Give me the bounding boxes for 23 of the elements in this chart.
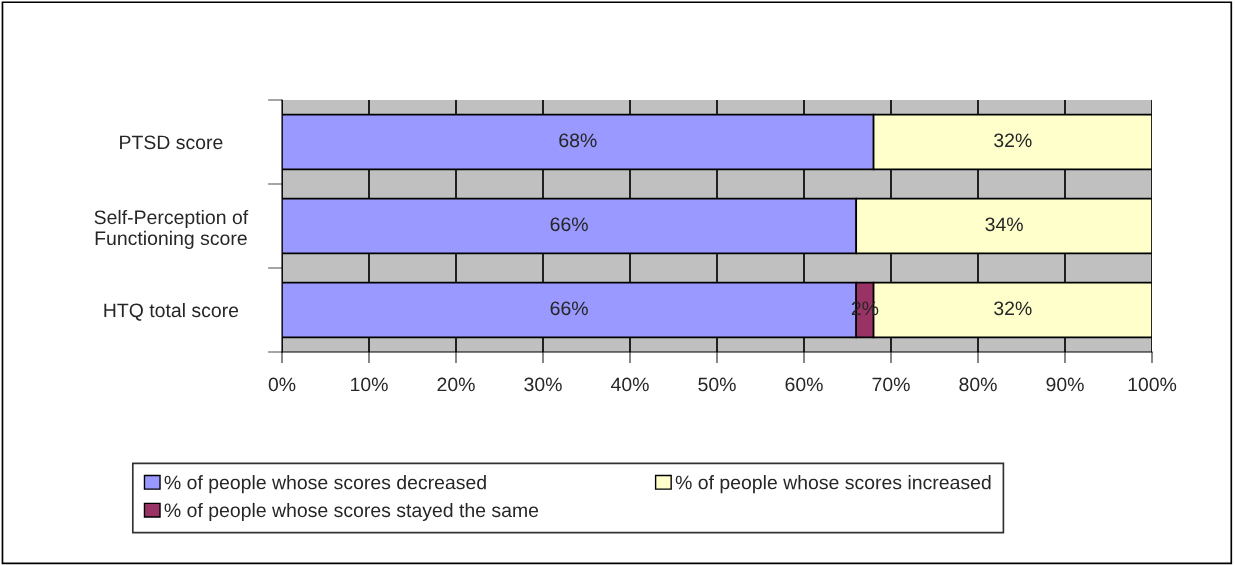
legend-label: % of people whose scores stayed the same — [164, 502, 539, 522]
x-tick-label: 10% — [351, 377, 388, 392]
text: 34% — [985, 217, 1023, 232]
text: 66% — [550, 301, 588, 316]
x-tick-label: 50% — [698, 377, 736, 392]
x-tick-label: 0% — [268, 377, 296, 392]
text: 66% — [550, 217, 588, 232]
x-tick-label: 80% — [959, 377, 997, 392]
text: 68% — [559, 133, 597, 148]
y-tick-label: HTQ total score — [104, 302, 239, 321]
x-tick-label: 90% — [1046, 377, 1084, 392]
x-tick-label: 100% — [1128, 377, 1177, 392]
y-tick-label: PTSD score — [120, 135, 223, 150]
x-tick-label: 30% — [524, 377, 562, 392]
x-tick-label: 60% — [785, 377, 823, 392]
text: 32% — [994, 301, 1032, 316]
legend-label: % of people whose scores decreased — [164, 475, 486, 494]
legend-label: % of people whose scores increased — [675, 475, 991, 494]
text: 32% — [994, 133, 1032, 148]
x-tick-label: 40% — [610, 377, 649, 392]
x-tick-label: 70% — [872, 377, 910, 392]
y-tick-label: Self-Perception of Functioning score — [94, 209, 249, 249]
x-tick-label: 20% — [437, 377, 475, 392]
